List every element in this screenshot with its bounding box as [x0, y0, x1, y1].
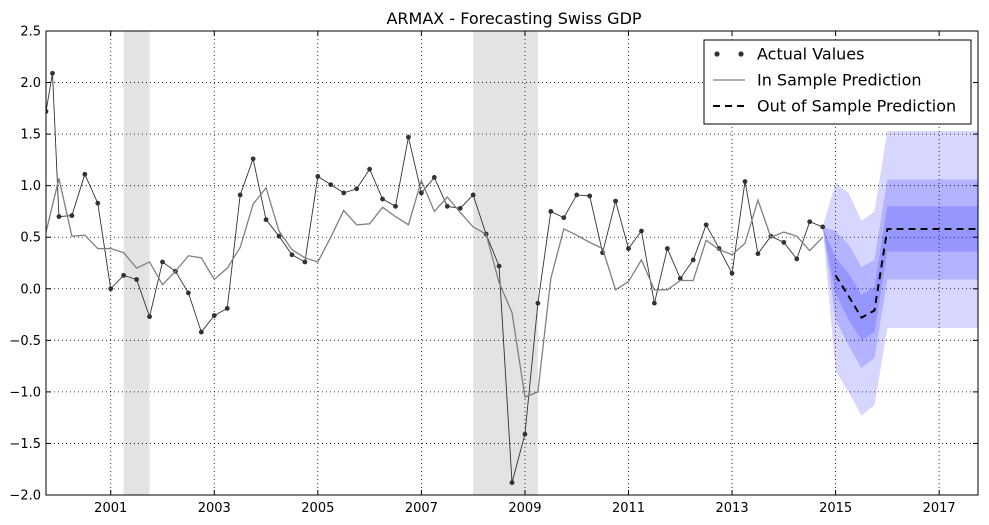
actual-point-23 — [328, 182, 334, 188]
actual-point-2 — [56, 214, 62, 220]
legend-actual-dot-right — [738, 51, 744, 57]
x-tick-label: 2015 — [819, 501, 852, 516]
actual-point-14 — [211, 313, 217, 318]
actual-point-15 — [224, 305, 230, 311]
x-tick-label: 2005 — [301, 501, 334, 516]
series-line-in-sample — [46, 178, 824, 398]
y-tick-label: 1.5 — [20, 128, 41, 143]
y-tick-label: −2.0 — [9, 489, 41, 504]
actual-point-21 — [302, 259, 308, 265]
actual-point-61 — [820, 224, 826, 230]
actual-point-55 — [742, 179, 748, 184]
plot-frame — [45, 30, 979, 496]
actual-point-40 — [548, 209, 554, 214]
x-tick-label: 2007 — [405, 501, 438, 516]
actual-point-52 — [703, 222, 709, 228]
actual-point-18 — [263, 217, 269, 223]
y-tick-label: 2.0 — [20, 76, 41, 91]
legend-label: In Sample Prediction — [757, 71, 922, 90]
x-tick-label: 2003 — [198, 501, 231, 516]
actual-point-17 — [250, 156, 256, 162]
actual-point-39 — [535, 300, 541, 306]
actual-point-58 — [781, 239, 787, 245]
actual-point-28 — [393, 203, 398, 209]
actual-point-43 — [587, 193, 593, 199]
legend-label: Actual Values — [757, 45, 864, 64]
actual-point-0 — [46, 109, 49, 114]
legend-label: Out of Sample Prediction — [757, 97, 956, 116]
actual-point-36 — [496, 263, 502, 269]
actual-point-56 — [755, 251, 761, 257]
actual-point-48 — [651, 300, 657, 306]
confidence-band-1 — [822, 179, 978, 369]
actual-point-22 — [315, 173, 321, 179]
recession-shading-1 — [473, 31, 538, 495]
actual-point-46 — [626, 246, 631, 251]
actual-point-47 — [639, 228, 644, 234]
actual-point-45 — [613, 198, 618, 204]
confidence-band-2 — [822, 206, 978, 341]
actual-point-27 — [380, 196, 385, 202]
actual-point-4 — [82, 171, 88, 177]
actual-point-26 — [367, 166, 373, 172]
legend-box — [703, 39, 972, 125]
actual-point-20 — [289, 252, 295, 258]
actual-point-3 — [69, 213, 75, 218]
series-line-actual — [46, 73, 823, 483]
actual-point-25 — [354, 186, 360, 192]
actual-point-16 — [237, 192, 243, 198]
y-tick-label: 1.0 — [20, 179, 41, 194]
x-tick-label: 2017 — [923, 501, 956, 516]
actual-point-32 — [444, 203, 450, 209]
x-tick-label: 2013 — [716, 501, 749, 516]
x-tick-label: 2011 — [612, 501, 645, 516]
axes: 2001 2003 2005 2007 2009 2011 2013 2015 2017 −2.0… — [9, 25, 979, 516]
actual-point-59 — [794, 256, 800, 262]
actual-point-1 — [50, 70, 55, 76]
y-tick-label: −0.5 — [9, 334, 41, 349]
x-tick-label: 2009 — [508, 501, 541, 516]
y-tick-label: 2.5 — [20, 25, 41, 40]
actual-point-31 — [431, 175, 437, 180]
actual-point-19 — [276, 233, 282, 239]
y-tick-label: −1.0 — [9, 385, 41, 400]
y-tick-label: −1.5 — [9, 437, 41, 452]
legend-actual-dot-left — [714, 51, 720, 57]
y-tick-label: 0.0 — [20, 282, 41, 297]
actual-point-38 — [522, 431, 528, 437]
actual-point-5 — [95, 200, 101, 206]
actual-point-34 — [470, 192, 476, 198]
confidence-band-0 — [822, 131, 978, 416]
actual-point-41 — [561, 215, 567, 221]
actual-point-33 — [457, 205, 463, 211]
actual-point-12 — [185, 290, 191, 296]
actual-point-24 — [341, 190, 347, 196]
actual-point-8 — [134, 277, 140, 282]
actual-point-60 — [807, 219, 813, 225]
legend: Actual Values In Sample Prediction Out of … — [703, 39, 972, 125]
actual-point-42 — [574, 192, 580, 198]
actual-point-13 — [198, 329, 204, 335]
actual-point-10 — [160, 259, 165, 265]
actual-point-50 — [677, 276, 683, 281]
actual-point-51 — [690, 257, 696, 263]
actual-point-29 — [406, 134, 411, 140]
recession-shading-0 — [123, 31, 150, 495]
actual-point-30 — [418, 190, 424, 196]
actual-point-37 — [509, 480, 515, 486]
plot-area — [46, 31, 978, 495]
chart-title: ARMAX - Forecasting Swiss GDP — [386, 9, 641, 28]
actual-point-49 — [664, 246, 670, 251]
actual-point-54 — [729, 270, 735, 276]
actual-point-9 — [147, 314, 152, 320]
y-tick-label: 0.5 — [20, 231, 41, 246]
actual-point-7 — [121, 272, 127, 278]
actual-point-6 — [108, 286, 114, 292]
x-tick-label: 2001 — [94, 501, 127, 516]
